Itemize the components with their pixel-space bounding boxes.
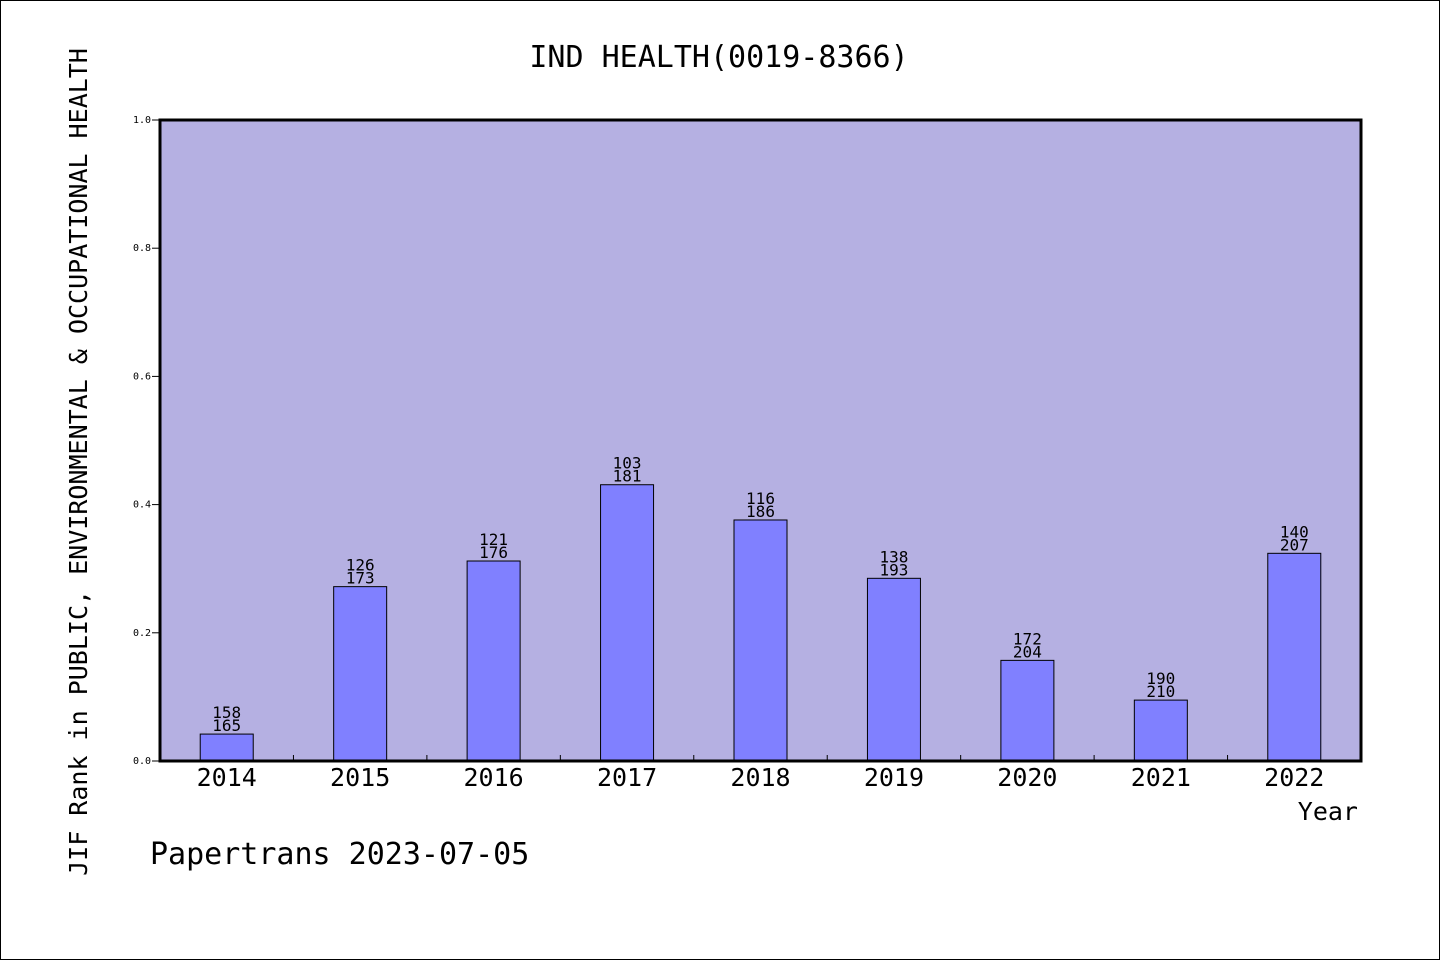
- bar-2014: [199, 733, 254, 762]
- x-tick-label: 2014: [197, 763, 257, 792]
- bar-2017: [600, 484, 655, 762]
- x-tick-label: 2016: [464, 763, 524, 792]
- y-tick-label: 0.8: [133, 243, 151, 254]
- bar-2022: [1267, 552, 1322, 762]
- y-axis-label: JIF Rank in PUBLIC, ENVIRONMENTAL & OCCU…: [64, 48, 93, 876]
- bar-label-bottom: 165: [212, 716, 241, 735]
- bar-label-top: 126: [346, 556, 375, 575]
- bar-label-top: 121: [479, 530, 508, 549]
- bar-label-bottom: 204: [1013, 642, 1042, 661]
- y-tick-label: 1.0: [133, 115, 151, 126]
- bar-2021: [1133, 699, 1188, 762]
- x-tick-label: 2021: [1131, 763, 1191, 792]
- bar-label-top: 158: [212, 703, 241, 722]
- bar-label-top: 103: [613, 454, 642, 473]
- bar-label-top: 172: [1013, 629, 1042, 648]
- bar-label-bottom: 173: [346, 569, 375, 588]
- y-axis: 0.0 0.2 0.4 0.6 0.8 1.0: [133, 115, 160, 767]
- x-tick-label: 2019: [864, 763, 924, 792]
- bar-label-bottom: 181: [613, 467, 642, 486]
- bar-2019: [866, 577, 921, 762]
- credit-text: Papertrans 2023-07-05: [150, 837, 529, 872]
- y-tick-label: 0.2: [133, 628, 151, 639]
- bars-group: [199, 484, 1322, 762]
- bar-label-top: 138: [879, 547, 908, 566]
- x-axis-label: Year: [1298, 797, 1358, 826]
- x-tick-label: 2015: [330, 763, 390, 792]
- bar-label-bottom: 210: [1146, 682, 1175, 701]
- bar-2018: [733, 519, 788, 762]
- x-axis: 2014 2015 2016 2017 2018 2019 2020 2021 2022: [197, 755, 1324, 792]
- x-tick-label: 2017: [597, 763, 657, 792]
- bar-label-bottom: 176: [479, 543, 508, 562]
- y-tick-label: 0.0: [133, 756, 151, 767]
- bar-2015: [333, 586, 388, 762]
- plot-border: [158, 118, 1363, 763]
- bar-label-top: 190: [1146, 669, 1175, 688]
- bar-label-bottom: 193: [879, 560, 908, 579]
- bar-labels-group: 1581651261731211761031811161861381931722…: [212, 454, 1308, 735]
- bar-label-bottom: 207: [1280, 535, 1309, 554]
- x-tick-label: 2022: [1264, 763, 1324, 792]
- y-tick-label: 0.6: [133, 371, 151, 382]
- bar-label-top: 140: [1280, 522, 1309, 541]
- x-tick-label: 2018: [730, 763, 790, 792]
- bar-label-top: 116: [746, 489, 775, 508]
- bar-2020: [1000, 659, 1055, 762]
- chart-title: IND HEALTH(0019-8366): [529, 40, 908, 75]
- bar-2016: [466, 560, 521, 762]
- x-tick-label: 2020: [997, 763, 1057, 792]
- bar-label-bottom: 186: [746, 502, 775, 521]
- y-tick-label: 0.4: [133, 500, 151, 511]
